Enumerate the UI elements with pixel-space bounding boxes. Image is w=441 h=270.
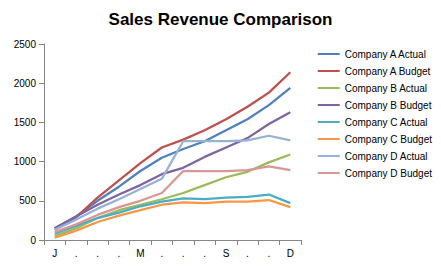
svg-text:S: S <box>223 248 230 259</box>
svg-text:Company C Actual: Company C Actual <box>345 117 428 128</box>
svg-text:.: . <box>267 248 270 259</box>
svg-text:Company D Actual: Company D Actual <box>345 151 428 162</box>
svg-text:D: D <box>287 248 294 259</box>
svg-text:.: . <box>75 248 78 259</box>
svg-text:.: . <box>182 248 185 259</box>
svg-text:.: . <box>203 248 206 259</box>
svg-text:.: . <box>96 248 99 259</box>
svg-text:Company A Actual: Company A Actual <box>345 49 426 60</box>
svg-text:Company A Budget: Company A Budget <box>345 66 431 77</box>
svg-text:Company B Actual: Company B Actual <box>345 83 427 94</box>
svg-text:J: J <box>52 248 57 259</box>
svg-text:2500: 2500 <box>14 39 37 50</box>
svg-text:.: . <box>118 248 121 259</box>
svg-text:M: M <box>136 248 144 259</box>
svg-text:Sales Revenue Comparison: Sales Revenue Comparison <box>109 10 333 29</box>
svg-text:0: 0 <box>30 235 36 246</box>
svg-text:2000: 2000 <box>14 78 37 89</box>
svg-text:Company D Budget: Company D Budget <box>345 168 432 179</box>
svg-text:Company B Budget: Company B Budget <box>345 100 432 111</box>
svg-text:.: . <box>160 248 163 259</box>
svg-text:1000: 1000 <box>14 156 37 167</box>
svg-text:500: 500 <box>19 195 36 206</box>
svg-text:Company C Budget: Company C Budget <box>345 134 432 145</box>
svg-text:.: . <box>246 248 249 259</box>
svg-text:1500: 1500 <box>14 117 37 128</box>
